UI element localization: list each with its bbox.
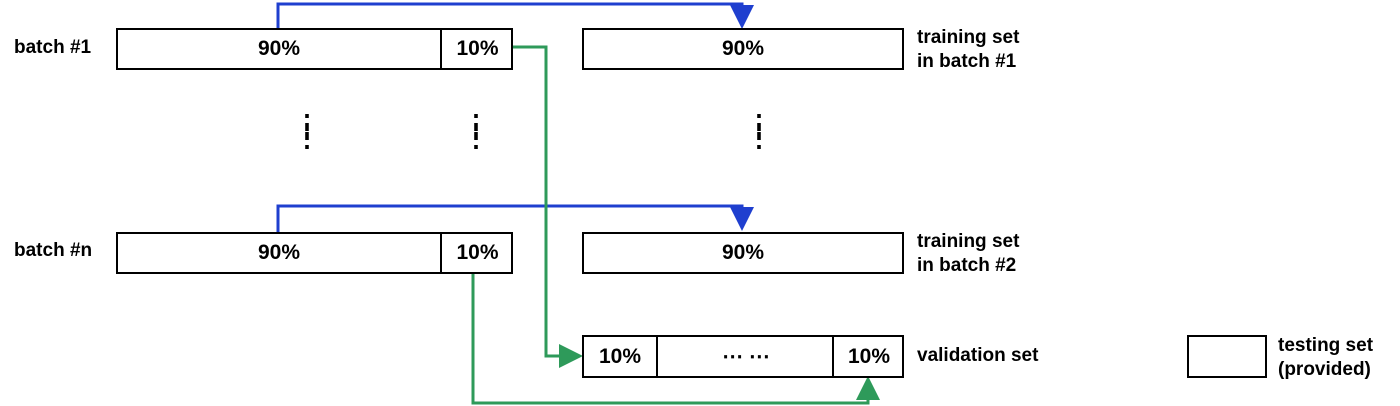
arrow-batchn-to-validation <box>471 271 880 405</box>
ellipsis-col2: ⋮ ⋮ <box>463 109 489 152</box>
training-set-1-value: 90% <box>721 37 765 60</box>
training-set-2-label-line1: training set <box>917 231 1020 252</box>
arrow-batch1-to-validation <box>512 45 583 368</box>
batchn-val-portion: 10% <box>440 234 513 272</box>
training-set-2-value: 90% <box>721 241 765 264</box>
training-set-2-label-line2: in batch #2 <box>917 255 1017 276</box>
arrow-batchn-to-training2 <box>276 204 754 232</box>
testing-set-label-line2: (provided) <box>1278 359 1371 380</box>
validation-first-portion: 10% <box>598 344 642 368</box>
testing-set-label: testing set (provided) <box>1278 334 1373 382</box>
validation-last-portion: 10% <box>832 337 904 376</box>
training-set-1-box: 90% <box>582 28 904 70</box>
ellipsis-col3: ⋮ ⋮ <box>746 109 772 152</box>
training-set-1-label-line2: in batch #1 <box>917 51 1017 72</box>
arrow-batch1-to-training1 <box>276 2 754 29</box>
ellipsis-col1: ⋮ ⋮ <box>294 109 320 152</box>
batchn-train-portion: 90% <box>257 241 301 264</box>
batch1-train-portion: 90% <box>257 37 301 60</box>
batch1-val-portion: 10% <box>440 30 513 68</box>
validation-middle-ellipsis: ⋯ ⋯ <box>656 337 834 376</box>
training-set-1-label: training set in batch #1 <box>917 26 1019 74</box>
training-set-2-box: 90% <box>582 232 904 274</box>
testing-set-label-line1: testing set <box>1278 335 1374 356</box>
batchn-box: 90% 10% <box>116 232 513 274</box>
training-set-2-label: training set in batch #2 <box>917 230 1019 278</box>
training-set-1-label-line1: training set <box>917 27 1020 48</box>
validation-set-box: 10% ⋯ ⋯ 10% <box>582 335 904 378</box>
batch1-box: 90% 10% <box>116 28 513 70</box>
batch1-label: batch #1 <box>14 37 92 58</box>
batchn-label: batch #n <box>14 240 93 261</box>
testing-set-box <box>1187 335 1267 378</box>
validation-set-label: validation set <box>917 345 1039 366</box>
